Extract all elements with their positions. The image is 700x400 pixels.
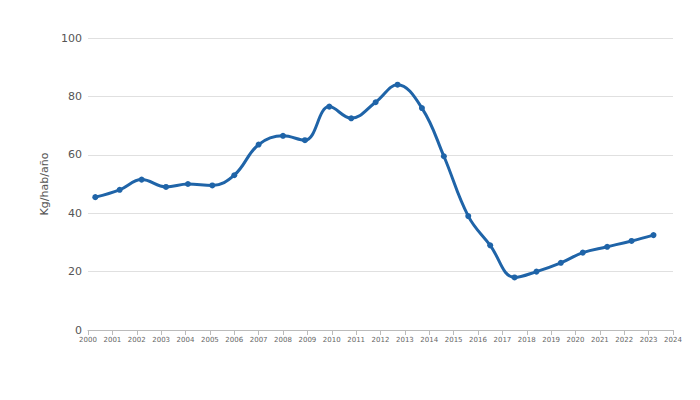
svg-text:2021: 2021: [591, 336, 609, 344]
svg-text:2003: 2003: [152, 336, 170, 344]
svg-text:40: 40: [68, 207, 82, 220]
svg-text:2017: 2017: [493, 336, 511, 344]
svg-text:2011: 2011: [347, 336, 365, 344]
svg-text:100: 100: [61, 32, 82, 45]
svg-text:2015: 2015: [445, 336, 463, 344]
svg-text:2023: 2023: [640, 336, 658, 344]
svg-text:2000: 2000: [79, 336, 97, 344]
svg-text:2024: 2024: [664, 336, 682, 344]
svg-text:2006: 2006: [225, 336, 243, 344]
svg-text:2010: 2010: [323, 336, 341, 344]
svg-text:2020: 2020: [567, 336, 585, 344]
svg-text:2016: 2016: [469, 336, 487, 344]
svg-text:0: 0: [75, 323, 82, 337]
svg-text:2019: 2019: [542, 336, 560, 344]
svg-text:2018: 2018: [518, 336, 536, 344]
svg-text:2007: 2007: [250, 336, 268, 344]
svg-text:2004: 2004: [177, 336, 195, 344]
svg-text:80: 80: [68, 90, 82, 103]
svg-text:Kg/hab/año: Kg/hab/año: [38, 152, 51, 215]
svg-text:2002: 2002: [128, 336, 146, 344]
svg-text:2005: 2005: [201, 336, 219, 344]
svg-text:2022: 2022: [615, 336, 633, 344]
svg-text:2013: 2013: [396, 336, 414, 344]
svg-text:2009: 2009: [298, 336, 316, 344]
svg-text:60: 60: [68, 148, 82, 161]
svg-text:2014: 2014: [420, 336, 438, 344]
svg-text:20: 20: [68, 265, 82, 278]
svg-text:2012: 2012: [372, 336, 390, 344]
svg-text:2001: 2001: [103, 336, 121, 344]
svg-text:2008: 2008: [274, 336, 292, 344]
